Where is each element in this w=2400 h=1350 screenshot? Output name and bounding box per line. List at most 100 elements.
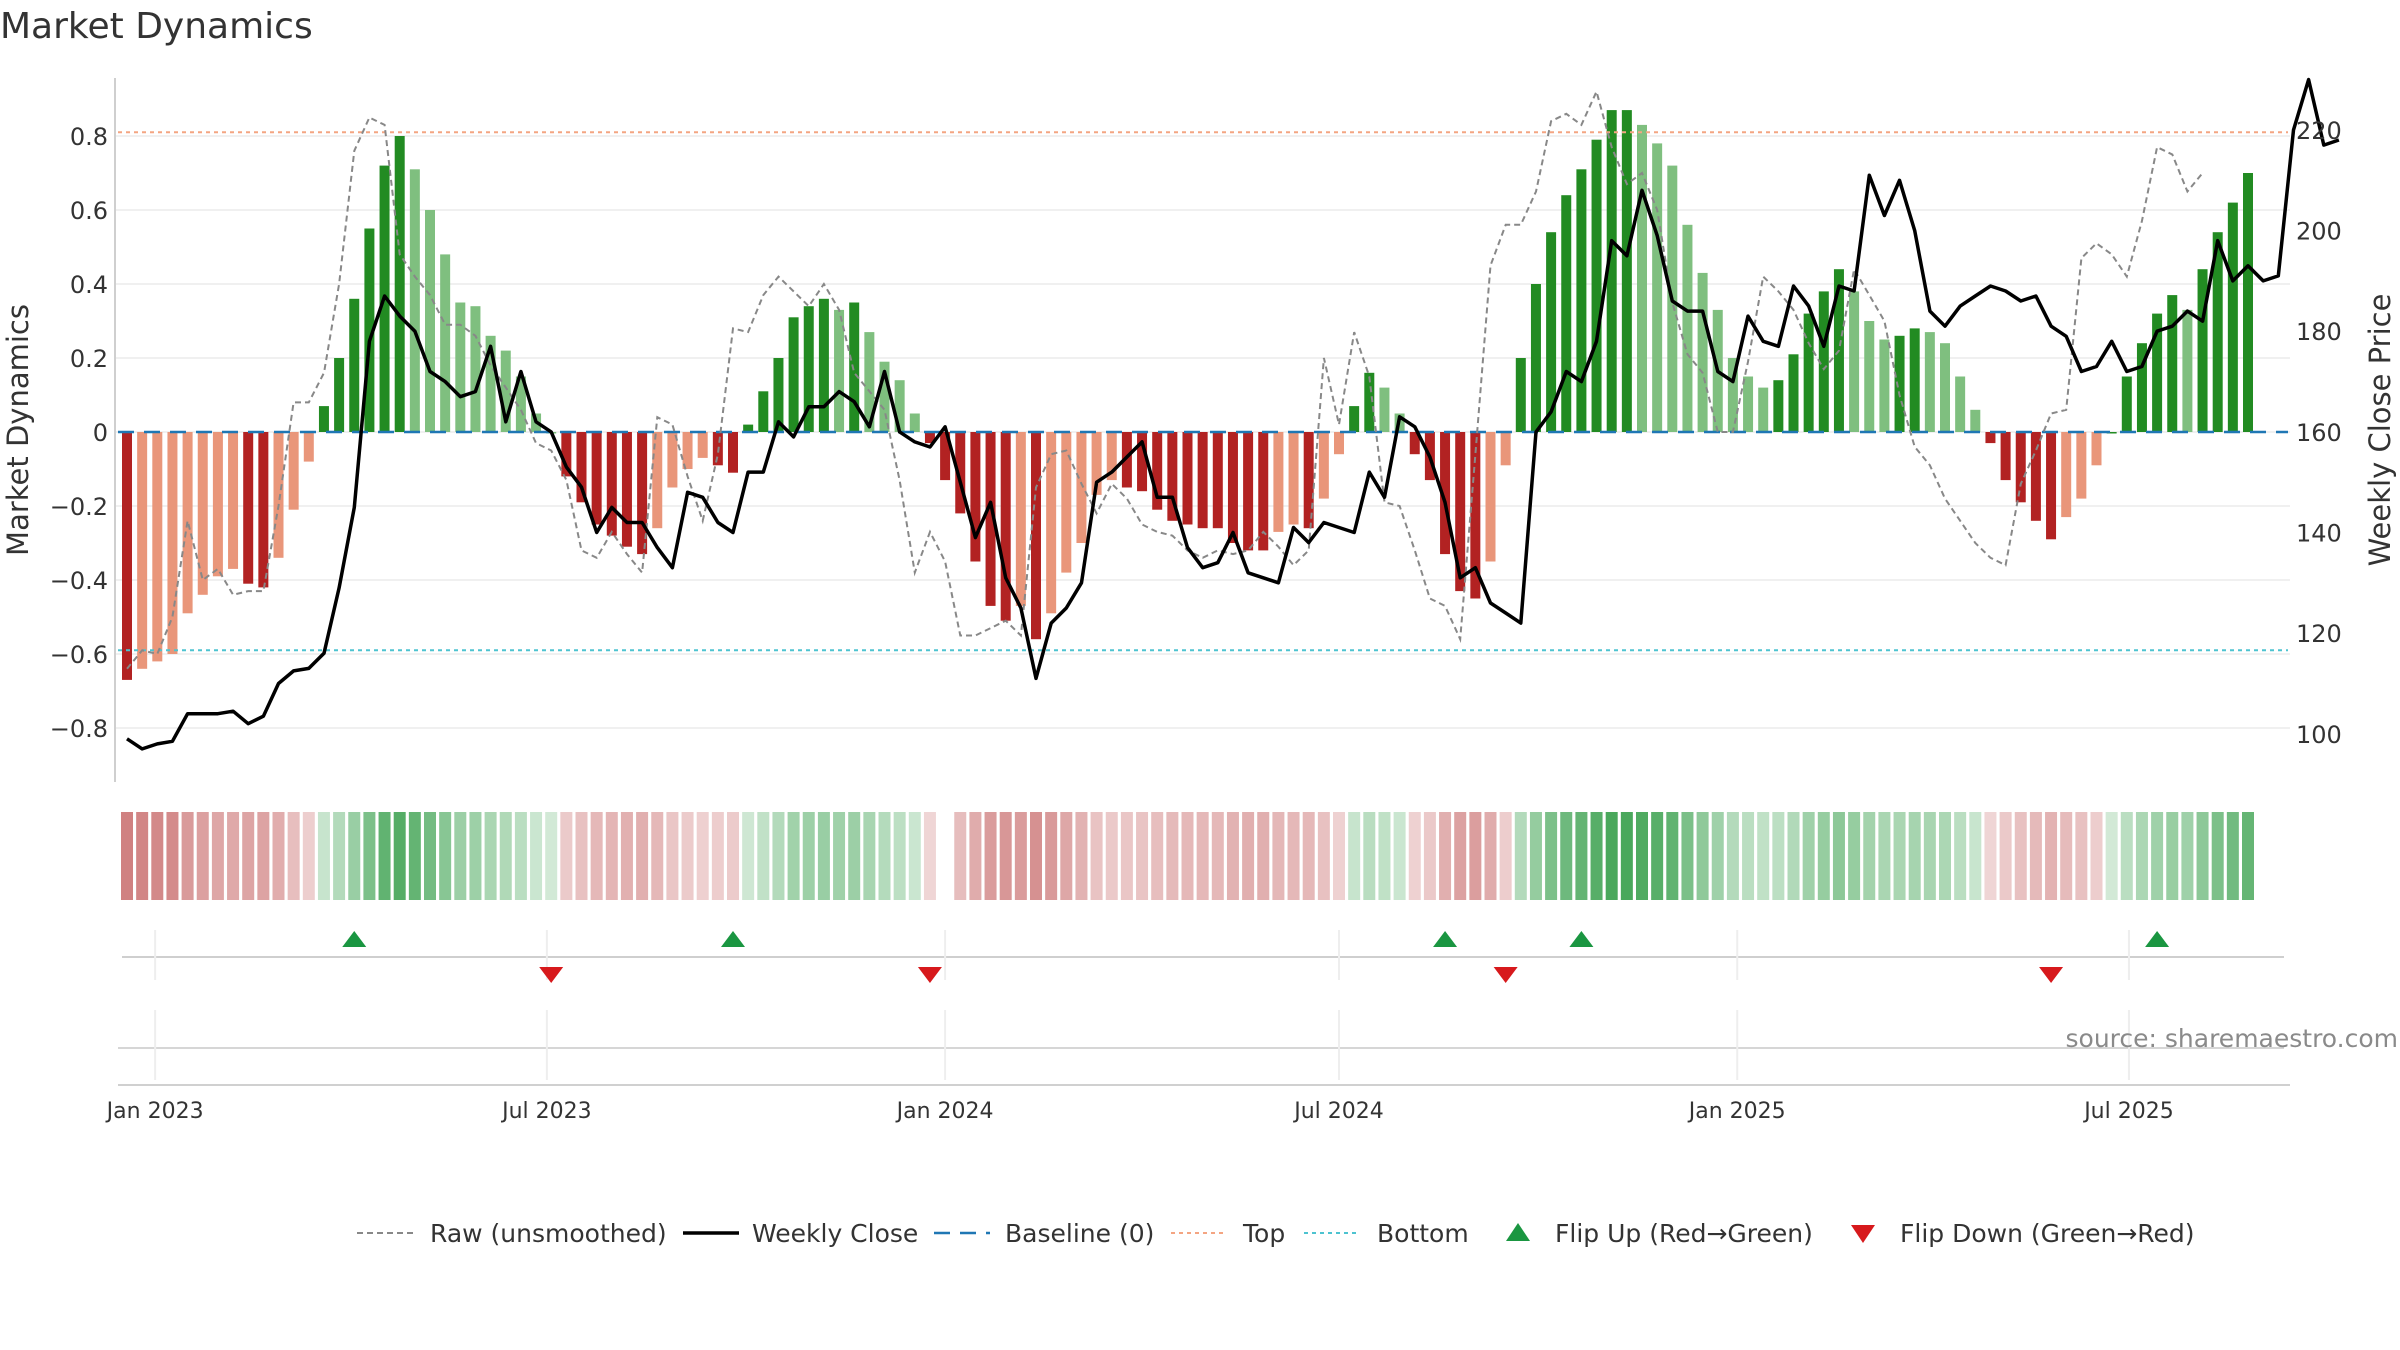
legend-item: Bottom <box>1304 1219 1469 1248</box>
flip-down-marker <box>2039 967 2064 983</box>
heat-cell <box>1317 812 1330 900</box>
heat-cell <box>1726 812 1739 900</box>
right-axis-ticks: 220 200 180 160 140 120 100 <box>2296 117 2342 749</box>
bar <box>197 432 208 595</box>
bar <box>288 432 299 510</box>
bar-series <box>122 110 2253 680</box>
bar <box>606 432 617 536</box>
bar <box>1591 139 1602 432</box>
heat-cell <box>1045 812 1058 900</box>
heat-cell <box>317 812 330 900</box>
legend-item: Raw (unsmoothed) <box>357 1219 667 1248</box>
heat-cell <box>863 812 876 900</box>
flip-marker-panel <box>122 930 2284 983</box>
heat-cell <box>499 812 512 900</box>
bar <box>955 432 966 514</box>
heat-cell <box>1757 812 1770 900</box>
bar <box>1258 432 1269 551</box>
heat-cell <box>302 812 315 900</box>
bar <box>667 432 678 488</box>
bar <box>1894 335 1905 432</box>
heat-cell <box>1787 812 1800 900</box>
heat-cell <box>1908 812 1921 900</box>
heat-cell <box>1545 812 1558 900</box>
heat-cell <box>136 812 149 900</box>
bar <box>394 136 405 432</box>
bar <box>1137 432 1148 492</box>
bar <box>1849 291 1860 432</box>
heat-cell <box>742 812 755 900</box>
bar <box>1546 232 1557 432</box>
bar <box>728 432 738 473</box>
bar <box>500 350 511 432</box>
heat-cell <box>651 812 664 900</box>
heat-cell <box>469 812 482 900</box>
heat-cell <box>1878 812 1891 900</box>
heat-cell <box>1060 812 1073 900</box>
heat-cell <box>2105 812 2118 900</box>
heat-cell <box>1605 812 1618 900</box>
bar <box>1091 432 1102 495</box>
bar <box>985 432 996 606</box>
heat-cell <box>1363 812 1376 900</box>
bar <box>409 169 420 433</box>
bar <box>1243 432 1254 551</box>
bar <box>834 309 845 432</box>
regime-heat-strip <box>121 812 2254 900</box>
heat-cell <box>1954 812 1967 900</box>
bar <box>697 432 708 458</box>
heat-cell <box>257 812 270 900</box>
bar <box>303 432 314 462</box>
flip-down-marker <box>539 967 564 983</box>
bar <box>243 432 254 584</box>
legend-item: Top <box>1171 1219 1285 1248</box>
bar <box>1273 432 1284 532</box>
legend-label: Flip Up (Red→Green) <box>1555 1219 1813 1248</box>
heat-cell <box>1151 812 1164 900</box>
heat-cell <box>1484 812 1497 900</box>
bar <box>2106 432 2117 434</box>
bar <box>470 306 481 432</box>
heat-cell <box>166 812 179 900</box>
bar <box>909 413 920 432</box>
heat-cell <box>2075 812 2088 900</box>
heat-cell <box>242 812 255 900</box>
heat-cell <box>1893 812 1906 900</box>
raw-line <box>126 88 2204 670</box>
heat-cell <box>1575 812 1588 900</box>
heat-cell <box>817 812 830 900</box>
heat-cell <box>333 812 346 900</box>
left-axis-label: Market Dynamics <box>1 304 35 556</box>
heat-cell <box>2060 812 2073 900</box>
bar <box>2076 432 2087 499</box>
raw-series <box>126 88 2204 670</box>
bar <box>425 210 435 432</box>
heat-cell <box>2181 812 2194 900</box>
heat-cell <box>1696 812 1709 900</box>
heat-cell <box>984 812 997 900</box>
heat-cell <box>408 812 421 900</box>
bar <box>561 432 572 477</box>
left-tick-label: 0.2 <box>70 345 108 373</box>
bar <box>682 432 693 469</box>
heat-cell <box>1848 812 1861 900</box>
heat-cell <box>1272 812 1285 900</box>
heat-cell <box>1423 812 1436 900</box>
bar <box>1485 432 1496 562</box>
bar <box>864 332 875 432</box>
heat-cell <box>848 812 861 900</box>
bar <box>1046 432 1057 614</box>
right-tick-label: 220 <box>2296 117 2342 145</box>
heat-cell <box>575 812 588 900</box>
bar <box>1076 432 1087 543</box>
heat-cell <box>1817 812 1830 900</box>
left-tick-label: −0.2 <box>50 493 108 521</box>
heat-cell <box>2226 812 2239 900</box>
bar <box>1940 343 1950 432</box>
flip-up-marker <box>1433 931 1458 947</box>
heat-cell <box>1636 812 1648 900</box>
bar <box>2167 295 2178 432</box>
right-tick-label: 120 <box>2296 620 2342 648</box>
heat-cell <box>1014 812 1027 900</box>
legend-label: Baseline (0) <box>1005 1219 1154 1248</box>
